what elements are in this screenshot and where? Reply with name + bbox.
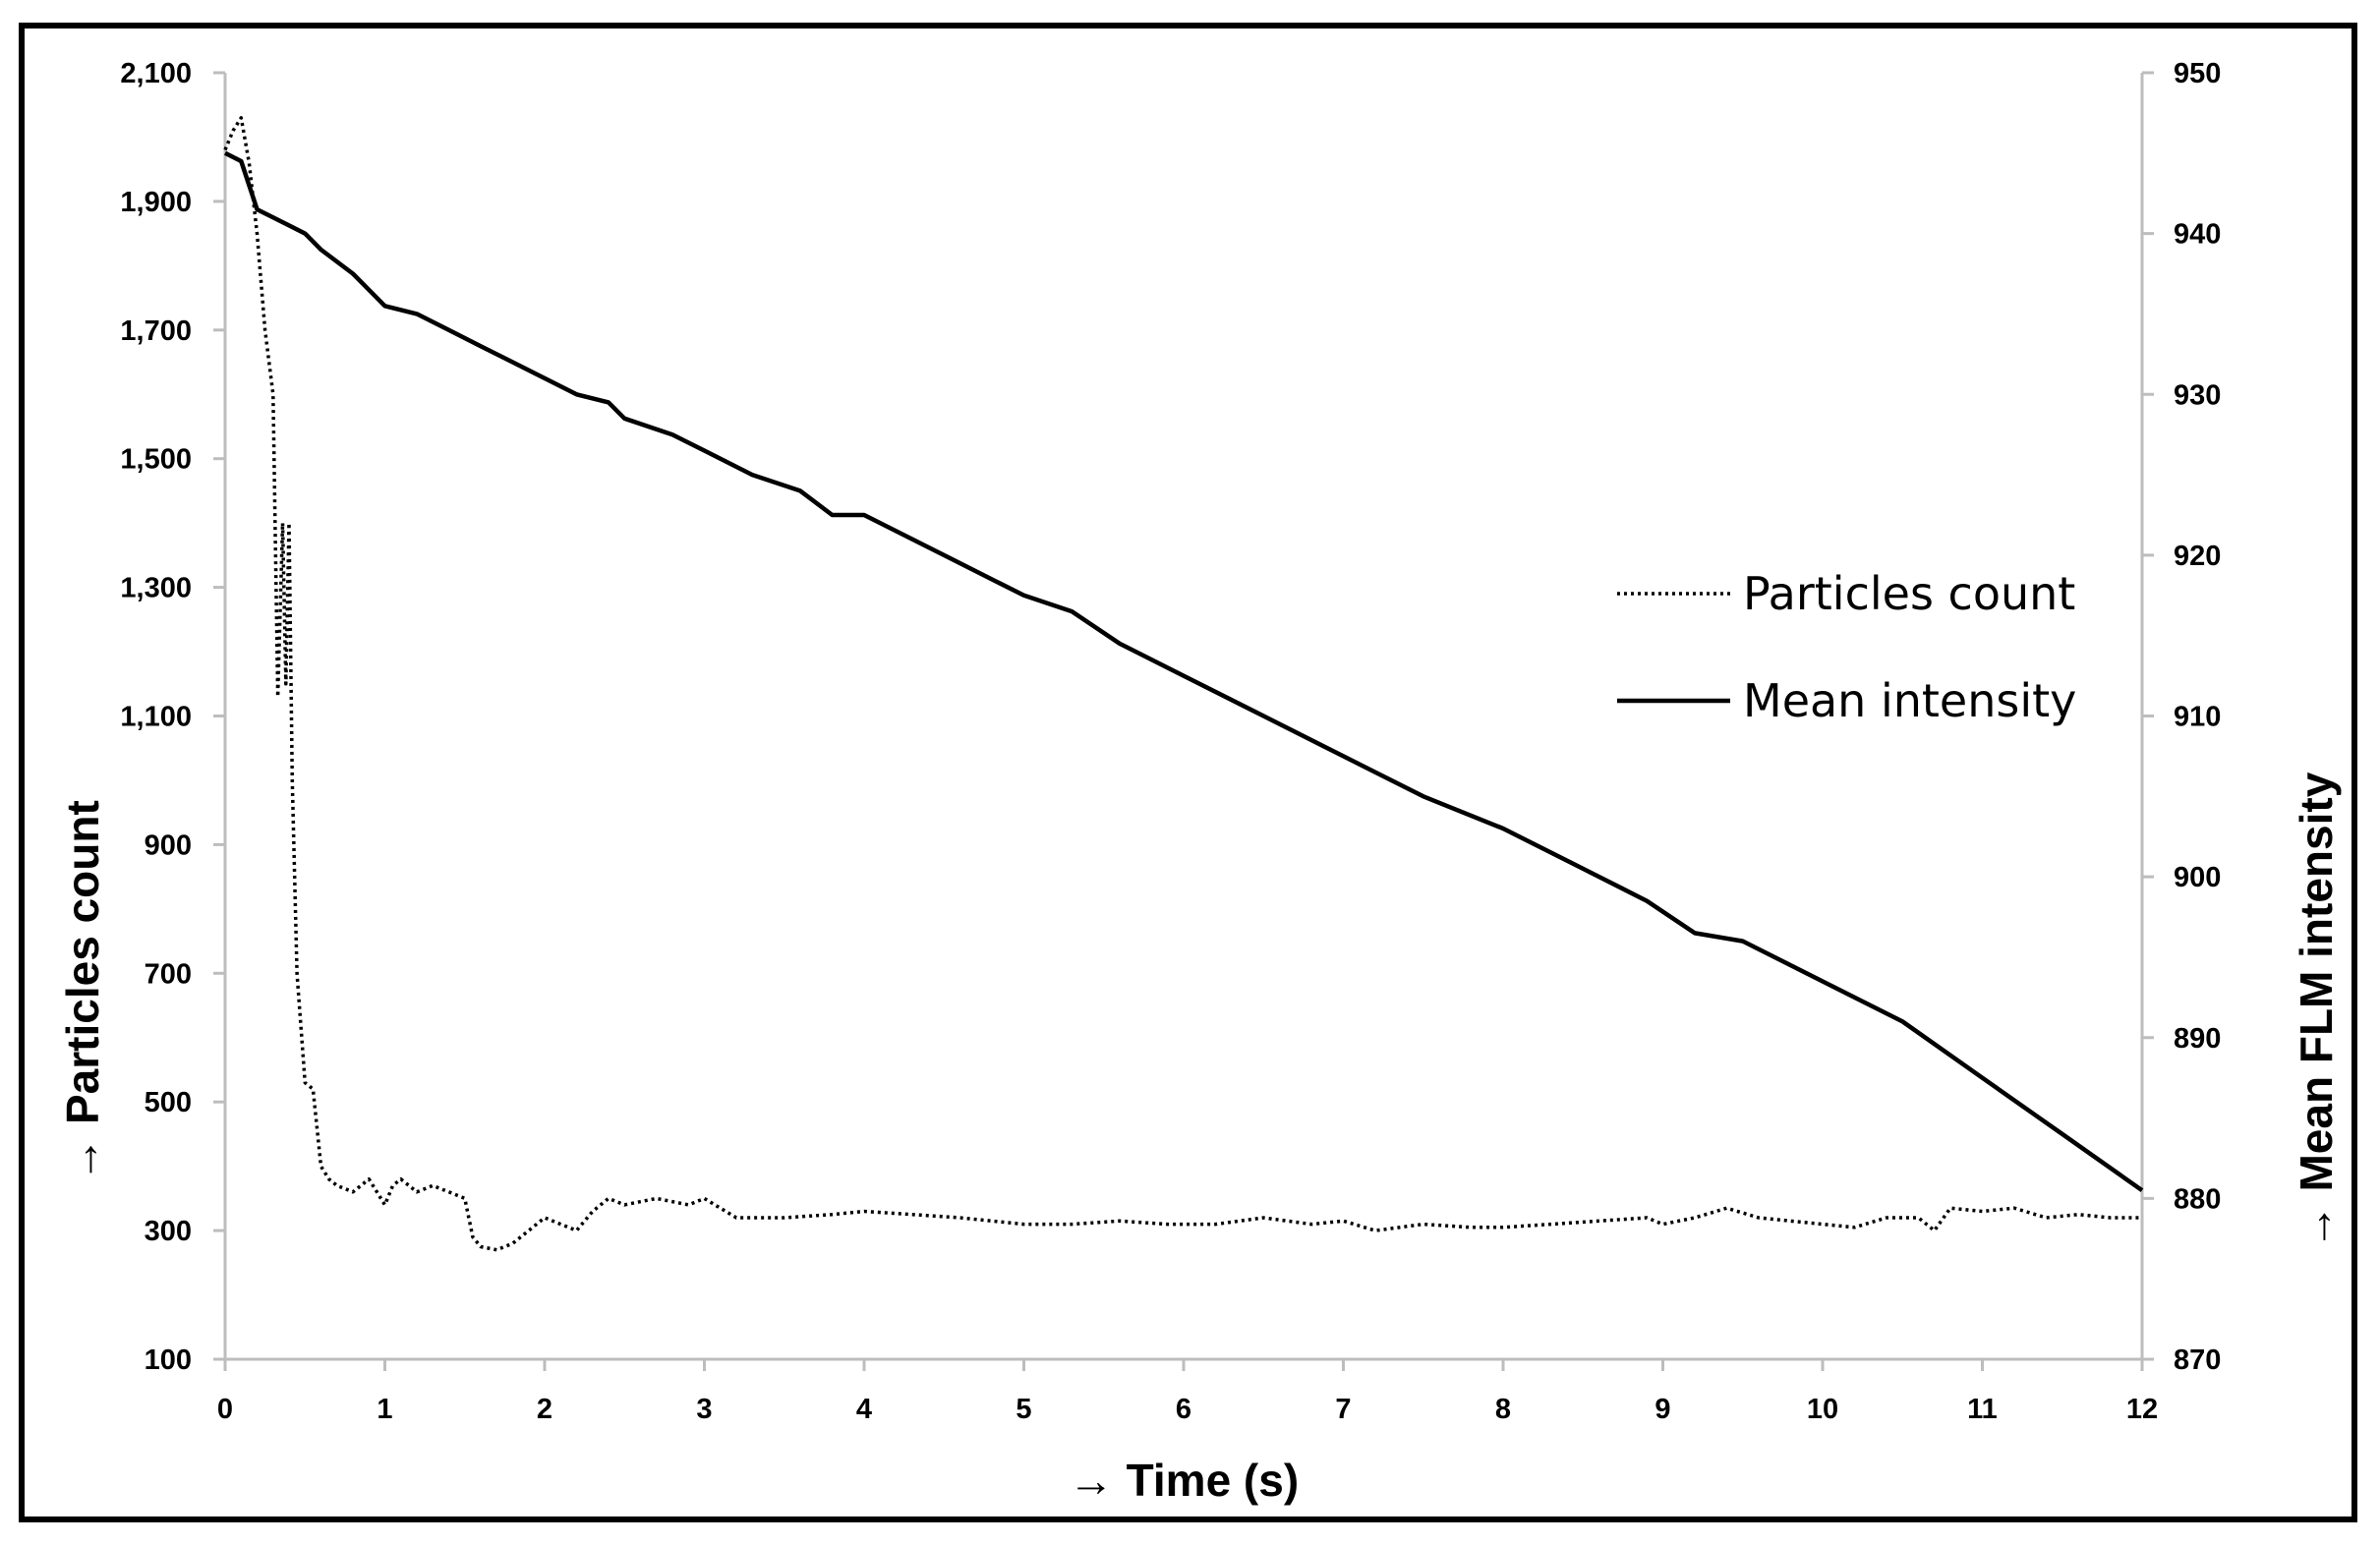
x-tick-label: 2 <box>537 1394 552 1425</box>
y-left-tick-label: 1,700 <box>120 315 192 347</box>
x-tick-label: 10 <box>1807 1394 1838 1425</box>
x-tick-label: 7 <box>1335 1394 1351 1425</box>
y-left-tick-label: 500 <box>145 1087 192 1118</box>
y-left-tick-label: 900 <box>145 830 192 861</box>
series-line-mean-intensity <box>223 150 2144 1193</box>
y-right-tick-label: 950 <box>2174 58 2221 89</box>
y-left-tick-label: 1,300 <box>120 573 192 604</box>
x-tick-label: 9 <box>1654 1394 1670 1425</box>
x-tick-label: 11 <box>1967 1394 1998 1425</box>
y-right-tick-label: 910 <box>2174 702 2221 733</box>
y-left-tick-label: 100 <box>145 1345 192 1376</box>
legend-label-mean-intensity: Mean intensity <box>1743 674 2076 727</box>
y-left-tick-label: 1,500 <box>120 444 192 476</box>
y-right-tick-label: 890 <box>2174 1023 2221 1055</box>
y-right-tick-label: 920 <box>2174 541 2221 572</box>
series-line-particles-count <box>223 116 2142 1252</box>
y-right-tick-label: 880 <box>2174 1183 2221 1215</box>
y-left-tick-label: 2,100 <box>120 58 192 89</box>
x-tick-label: 4 <box>856 1394 872 1425</box>
x-tick-label: 0 <box>217 1394 233 1425</box>
y-right-tick-label: 900 <box>2174 862 2221 893</box>
y-right-tick-label: 940 <box>2174 219 2221 251</box>
x-tick-label: 12 <box>2126 1394 2158 1425</box>
legend: Particles count Mean intensity <box>1617 567 2076 727</box>
y-right-tick-label: 930 <box>2174 379 2221 411</box>
x-tick-label: 5 <box>1016 1394 1031 1425</box>
x-tick-label: 6 <box>1176 1394 1191 1425</box>
x-tick-label: 8 <box>1495 1394 1511 1425</box>
x-tick-label: 1 <box>377 1394 392 1425</box>
y-left-tick-label: 1,900 <box>120 187 192 218</box>
x-axis-title: → Time (s) <box>1069 1455 1299 1506</box>
y-right-axis-title: → Mean FLM intensity <box>2291 772 2342 1249</box>
y-right-tick-label: 870 <box>2174 1345 2221 1376</box>
x-tick-label: 3 <box>696 1394 712 1425</box>
legend-label-particles-count: Particles count <box>1743 567 2075 620</box>
figure-frame <box>19 23 2357 1522</box>
y-left-tick-label: 300 <box>145 1216 192 1247</box>
y-left-tick-label: 700 <box>145 958 192 990</box>
y-left-tick-label: 1,100 <box>120 702 192 733</box>
y-left-axis-title: → Particles count <box>57 800 108 1182</box>
